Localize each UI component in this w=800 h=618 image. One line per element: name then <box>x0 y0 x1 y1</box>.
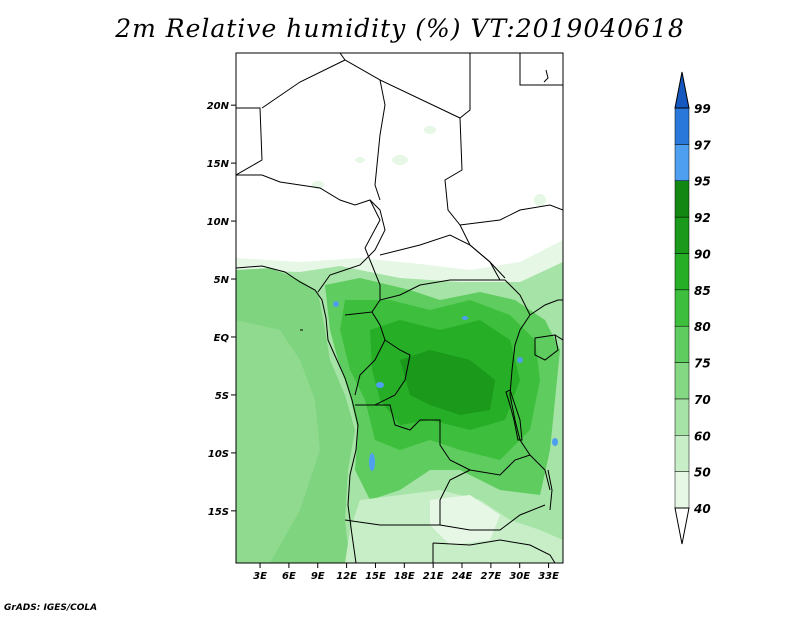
colorbar-label: 75 <box>694 357 711 371</box>
colorbar-label: 80 <box>694 320 711 334</box>
lat-tick-label: 10N <box>207 217 230 228</box>
colorbar-min-arrow <box>674 507 690 545</box>
colorbar-segment <box>674 471 690 509</box>
lat-tick-label: 5S <box>215 391 229 402</box>
lon-tick-label: 15E <box>365 571 386 582</box>
chart-title: 2m Relative humidity (%) VT:2019040618 <box>115 14 685 43</box>
colorbar-segment <box>674 144 690 181</box>
colorbar-segment <box>674 253 690 291</box>
lon-tick-label: 12E <box>336 571 357 582</box>
colorbar-segment <box>674 289 690 327</box>
colorbar-label: 92 <box>694 211 711 225</box>
longitude-axis: 3E 6E 9E 12E 15E 18E 21E 24E 27E 30E 33E <box>253 563 559 582</box>
lat-tick-label: 20N <box>207 101 230 112</box>
lon-tick-label: 3E <box>253 571 267 582</box>
colorbar-segment <box>674 216 690 254</box>
lat-tick-label: 15N <box>207 159 230 170</box>
colorbar-label: 50 <box>694 466 711 480</box>
country-borders <box>236 53 563 563</box>
colorbar-segment <box>674 362 690 400</box>
lon-tick-label: 9E <box>311 571 325 582</box>
colorbar-segment <box>674 435 690 472</box>
credit-label: GrADS: IGES/COLA <box>4 603 98 613</box>
colorbar: 40 50 60 70 75 80 85 90 92 95 97 99 <box>674 71 711 545</box>
colorbar-segment <box>674 325 690 363</box>
colorbar-label: 40 <box>693 502 711 516</box>
colorbar-label: 95 <box>694 175 711 189</box>
lon-tick-label: 6E <box>282 571 296 582</box>
lon-tick-label: 21E <box>423 571 444 582</box>
lon-tick-label: 33E <box>538 571 559 582</box>
colorbar-segment <box>674 107 690 145</box>
lat-tick-label: 5N <box>214 275 230 286</box>
lat-tick-label: 10S <box>208 449 229 460</box>
latitude-axis: 20N 15N 10N 5N EQ 5S 10S 15S <box>207 101 236 518</box>
lat-tick-label: EQ <box>214 333 230 344</box>
colorbar-label: 60 <box>694 429 711 443</box>
colorbar-label: 90 <box>694 247 711 261</box>
lat-tick-label: 15S <box>208 507 229 518</box>
lon-tick-label: 24E <box>452 571 473 582</box>
colorbar-label: 99 <box>694 102 711 116</box>
lon-tick-label: 30E <box>509 571 530 582</box>
colorbar-label: 85 <box>694 284 711 298</box>
colorbar-max-arrow <box>674 71 690 109</box>
colorbar-segment <box>674 180 690 218</box>
humidity-field <box>236 53 563 563</box>
colorbar-label: 70 <box>694 393 711 407</box>
lon-tick-label: 18E <box>394 571 415 582</box>
lon-tick-label: 27E <box>480 571 501 582</box>
map-frame <box>235 52 564 564</box>
colorbar-label: 97 <box>694 138 711 152</box>
colorbar-segment <box>674 398 690 436</box>
